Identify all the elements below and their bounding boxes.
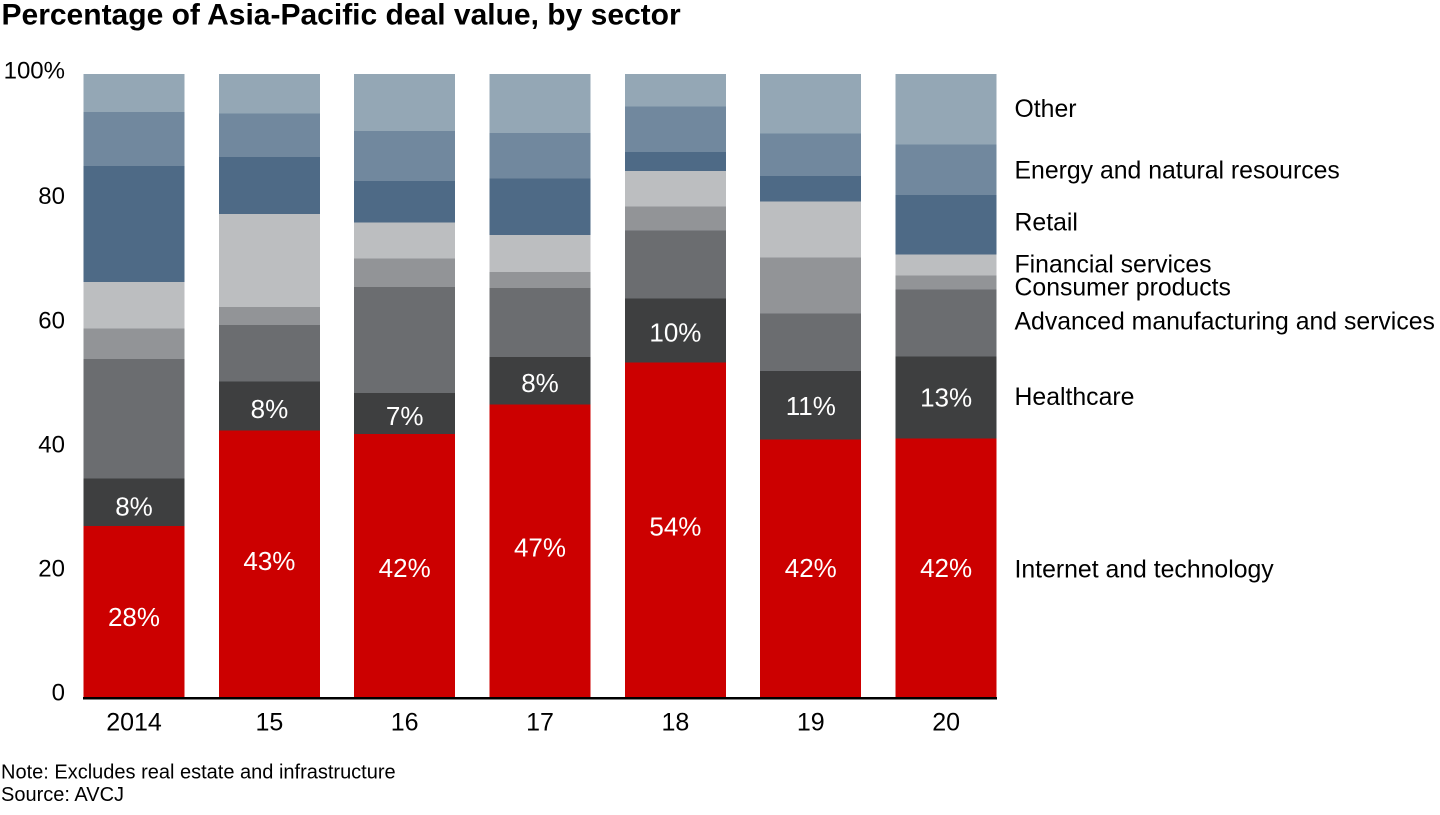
svg-text:Percentage of Asia-Pacific dea: Percentage of Asia-Pacific deal value, b…	[2, 0, 682, 32]
svg-text:Healthcare: Healthcare	[1015, 384, 1135, 411]
svg-text:Retail: Retail	[1015, 210, 1078, 237]
svg-text:8%: 8%	[251, 394, 289, 424]
svg-text:16: 16	[391, 709, 419, 737]
svg-text:Source: AVCJ: Source: AVCJ	[1, 784, 124, 806]
svg-text:19: 19	[797, 709, 825, 737]
svg-text:42%: 42%	[785, 553, 837, 583]
svg-text:Consumer products: Consumer products	[1015, 275, 1231, 302]
svg-text:80: 80	[38, 183, 65, 210]
svg-text:2014: 2014	[106, 709, 162, 737]
svg-text:54%: 54%	[649, 511, 701, 541]
svg-text:42%: 42%	[379, 553, 431, 583]
svg-text:Financial services: Financial services	[1015, 252, 1212, 279]
svg-text:100%: 100%	[4, 58, 65, 85]
svg-text:Advanced manufacturing and ser: Advanced manufacturing and services	[1015, 308, 1435, 335]
svg-text:0: 0	[52, 679, 65, 706]
svg-text:18: 18	[661, 709, 689, 737]
svg-text:60: 60	[38, 307, 65, 334]
svg-text:20: 20	[932, 709, 960, 737]
svg-text:8%: 8%	[115, 491, 153, 521]
svg-text:20: 20	[38, 556, 65, 583]
svg-text:8%: 8%	[521, 368, 559, 398]
svg-text:43%: 43%	[243, 546, 295, 576]
svg-text:42%: 42%	[920, 553, 972, 583]
svg-text:28%: 28%	[108, 602, 160, 632]
svg-text:40: 40	[38, 432, 65, 459]
svg-text:Note: Excludes real estate and: Note: Excludes real estate and infrastru…	[1, 762, 396, 784]
svg-text:Other: Other	[1015, 96, 1077, 123]
svg-text:17: 17	[526, 709, 554, 737]
svg-text:15: 15	[255, 709, 283, 737]
svg-text:47%: 47%	[514, 533, 566, 563]
svg-text:10%: 10%	[649, 317, 701, 347]
svg-text:Energy and natural resources: Energy and natural resources	[1015, 158, 1340, 185]
svg-text:11%: 11%	[786, 391, 836, 421]
svg-text:7%: 7%	[386, 401, 424, 431]
svg-text:Internet and technology: Internet and technology	[1015, 557, 1275, 584]
svg-text:13%: 13%	[920, 382, 972, 412]
